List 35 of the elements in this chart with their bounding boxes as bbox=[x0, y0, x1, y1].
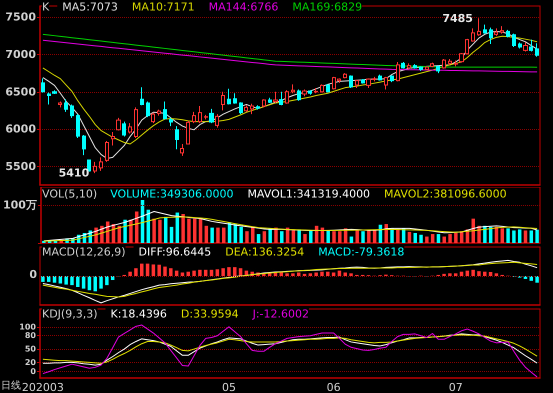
series-label: DEA:136.3254 bbox=[225, 246, 304, 258]
chart-title: MACD(12,26,9) bbox=[42, 246, 126, 258]
y-tick-label: 5500 bbox=[5, 160, 36, 173]
series-label: MACD:-79.3618 bbox=[318, 246, 404, 258]
text: K:18.4396 bbox=[110, 308, 167, 320]
x-tick-label: 202003 bbox=[22, 381, 64, 393]
text: MA169:6829 bbox=[292, 0, 362, 14]
text: 日线 bbox=[1, 380, 21, 392]
y-tick-label: 20 bbox=[24, 358, 36, 367]
y-tick-label: 80 bbox=[24, 331, 36, 340]
chart-title: K bbox=[42, 0, 50, 14]
x-tick-label: 06 bbox=[326, 381, 341, 393]
x-tick-label: 07 bbox=[448, 381, 463, 393]
y-tick-label: 100 bbox=[19, 322, 36, 332]
y-tick-label: 0 bbox=[30, 366, 36, 376]
y-tick-label: 6500 bbox=[5, 85, 36, 98]
series-label: DIFF:96.6445 bbox=[138, 246, 212, 258]
x-tick-label: 05 bbox=[222, 381, 236, 393]
y-tick-label: 7500 bbox=[5, 10, 36, 24]
series-label: J:-12.6002 bbox=[252, 308, 309, 320]
chart-title: VOL(5,10) bbox=[42, 188, 98, 200]
annotation: 7485 bbox=[442, 12, 473, 25]
y-tick-label: 100万 bbox=[2, 198, 37, 212]
series-label: D:33.9594 bbox=[180, 308, 239, 320]
text: MAVOL1:341319.4000 bbox=[247, 188, 370, 200]
annotation: 5410 bbox=[58, 166, 90, 180]
y-tick-label: 7000 bbox=[5, 48, 36, 61]
chart-title: KDJ(9,3,3) bbox=[42, 308, 98, 320]
text: MA10:7171 bbox=[132, 0, 195, 14]
series-label: VOLUME:349306.0000 bbox=[110, 188, 234, 200]
text: MA5:7073 bbox=[62, 0, 118, 14]
y-tick-label: 6000 bbox=[5, 122, 36, 136]
y-tick-label: 50 bbox=[24, 344, 36, 354]
text: MAVOL2:381096.6000 bbox=[384, 188, 507, 200]
text: MA144:6766 bbox=[208, 0, 278, 14]
